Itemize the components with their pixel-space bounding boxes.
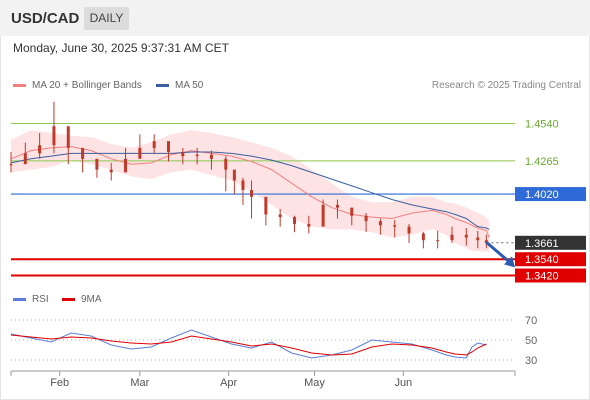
level-label: 1.4540 [525, 119, 559, 131]
rsi-ma-label: 9MA [81, 294, 102, 305]
candle-body [95, 158, 99, 170]
level-label-box [515, 187, 586, 202]
level-label-box [515, 268, 586, 283]
x-tick-label: Mar [130, 377, 149, 389]
candle-body [195, 154, 199, 157]
level-label: 1.3540 [525, 254, 559, 266]
ma50-swatch [156, 84, 169, 87]
candle-body [364, 215, 368, 222]
candle-body [232, 169, 236, 181]
candle-body [38, 145, 42, 154]
candle-body [181, 152, 185, 157]
x-tick-label: Apr [220, 377, 237, 389]
current-price-box [515, 235, 586, 250]
legend-rsi: RSI [13, 294, 49, 305]
level-label: 1.4020 [525, 189, 559, 201]
candle-body [450, 234, 454, 241]
ma50-label: MA 50 [175, 80, 204, 91]
symbol-title: USD/CAD [11, 10, 80, 27]
timestamp: Monday, June 30, 2025 9:37:31 AM CET [13, 41, 229, 55]
rsi-tick-label: 50 [525, 335, 537, 347]
candle-body [209, 154, 213, 159]
rsi-tick-label: 70 [525, 315, 537, 327]
level-label: 1.4265 [525, 156, 559, 168]
candle-body [464, 234, 468, 238]
level-label: 1.3420 [525, 271, 559, 283]
legend-rsi-ma: 9MA [62, 294, 102, 305]
x-tick-label: Feb [50, 377, 69, 389]
candle-body [293, 217, 296, 224]
candle-body [307, 223, 311, 227]
candle-body [109, 169, 113, 173]
rsi-ma-swatch [62, 298, 75, 301]
rsi-line [10, 329, 487, 359]
legend-ma50: MA 50 [156, 80, 203, 91]
candle-body [264, 196, 268, 215]
rsi-swatch [13, 298, 26, 301]
copyright-text: Research © 2025 Trading Central [431, 80, 581, 91]
rsi-ma-line [10, 334, 487, 356]
current-price-label: 1.3661 [525, 238, 559, 250]
period-button[interactable]: DAILY [84, 7, 129, 30]
candle-body [393, 225, 397, 227]
candle-body [476, 237, 480, 241]
candle-body [484, 240, 488, 243]
ma20-line [10, 146, 490, 238]
candle-body [66, 126, 70, 148]
candle-body [124, 158, 128, 173]
candle-body [152, 141, 156, 148]
ma50-line [10, 151, 490, 230]
candle-body [350, 207, 354, 216]
legend-ma20: MA 20 + Bollinger Bands [13, 80, 142, 91]
ma20-swatch [13, 84, 26, 87]
rsi-label: RSI [32, 294, 49, 305]
candle-body [321, 204, 325, 227]
candle-body [378, 221, 382, 226]
candle-body [278, 214, 282, 218]
candle-body [138, 147, 142, 159]
candle-body [81, 147, 85, 159]
rsi-tick-label: 30 [525, 355, 537, 367]
chart-header: USD/CAD DAILY [0, 0, 590, 36]
candle-body [421, 233, 425, 241]
candle-body [52, 126, 56, 146]
candle-body [250, 190, 254, 197]
candle-body [167, 141, 170, 152]
candle-body [224, 158, 228, 170]
forecast-arrow-shaft [485, 241, 512, 265]
level-label-box [515, 252, 586, 267]
x-tick-label: May [304, 377, 325, 389]
candle-body [23, 153, 27, 165]
candle-body [436, 240, 440, 242]
candle-body [9, 164, 13, 166]
ma20-label: MA 20 + Bollinger Bands [32, 80, 142, 91]
candle-body [407, 226, 411, 234]
x-tick-label: Jun [394, 377, 412, 389]
candle-body [335, 204, 339, 208]
candle-body [241, 180, 245, 190]
forecast-arrow-head [504, 256, 515, 268]
